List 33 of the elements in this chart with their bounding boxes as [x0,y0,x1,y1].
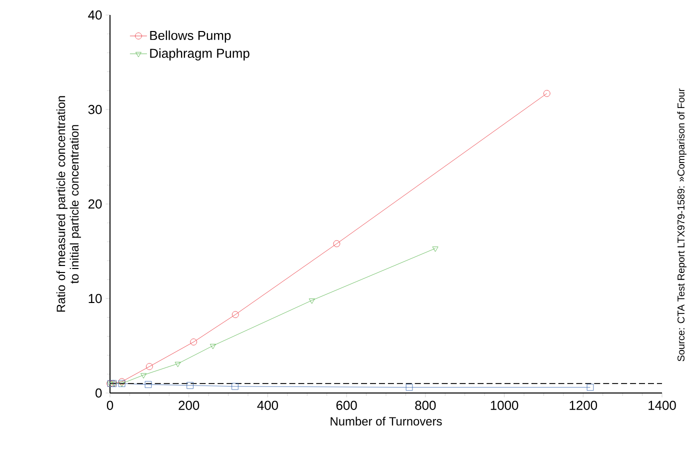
x-tick-label: 1200 [570,400,598,410]
point [406,384,413,391]
point [232,311,239,318]
point [144,381,152,388]
y-tick-label: 30 [88,104,102,114]
x-tick-label: 800 [415,400,436,410]
point [186,382,194,389]
y-tick-label: 20 [88,199,102,209]
x-tick-label: 600 [336,400,357,410]
point [232,382,238,390]
x-tick-label: 200 [178,400,200,410]
point [210,344,216,350]
point [586,384,594,391]
point [146,363,153,370]
y-tick-label: 10 [88,294,102,304]
point [174,362,181,368]
x-tick-label: 1400 [648,400,676,410]
point [333,240,340,248]
point [190,338,197,346]
x-tick-label: 1000 [490,400,518,410]
point [432,246,438,252]
x-tick-label: 0 [106,400,114,410]
point [140,373,146,378]
x-axis-title: Number of Turnovers [330,416,442,426]
y-axis-title: Ratio of measured particle concentration to initial particle concentration [56,96,81,312]
x-tick-label: 400 [257,400,278,410]
point [308,298,315,304]
y-tick-label: 0 [96,388,102,398]
y-tick-label: 40 [88,10,102,20]
legend-label: Diaphragm Pump [150,48,250,60]
source-note: Source: CTA Test Report LTX979-1589: »Comparison of Four [677,88,686,362]
point [543,90,550,97]
legend-label: Bellows Pump [150,30,231,43]
